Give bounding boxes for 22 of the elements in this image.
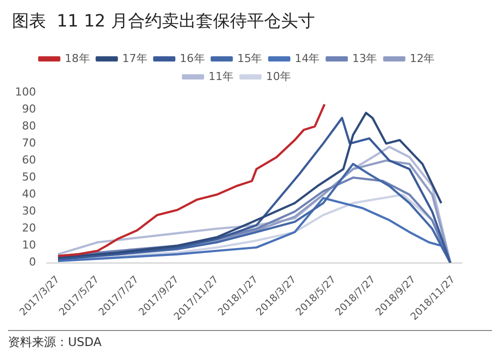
legend-label: 18年: [64, 52, 90, 65]
y-tick-label: 10: [22, 238, 36, 252]
legend-label: 10年: [266, 70, 291, 83]
y-tick-label: 80: [22, 119, 36, 132]
legend-label: 17年: [122, 52, 148, 65]
legend-label: 13年: [352, 52, 378, 65]
y-tick-label: 40: [22, 187, 36, 200]
y-tick-label: 0: [28, 256, 36, 269]
y-tick-label: 60: [22, 153, 36, 166]
legend-label: 12年: [410, 52, 435, 65]
legend-label: 16年: [180, 52, 205, 65]
legend-label: 11年: [208, 70, 234, 83]
legend-label: 15年: [237, 52, 262, 65]
y-tick-label: 70: [22, 136, 36, 150]
y-tick-label: 50: [22, 170, 36, 184]
chart-title: 图表 11 12 月合约卖出套保待平仓头寸: [12, 12, 315, 32]
text: 资料来源：USDA: [8, 334, 103, 351]
y-tick-label: 100: [14, 85, 36, 98]
y-tick-label: 30: [22, 204, 36, 218]
y-tick-label: 20: [22, 222, 36, 235]
y-tick-label: 90: [22, 102, 36, 116]
legend-label: 14年: [294, 52, 320, 65]
